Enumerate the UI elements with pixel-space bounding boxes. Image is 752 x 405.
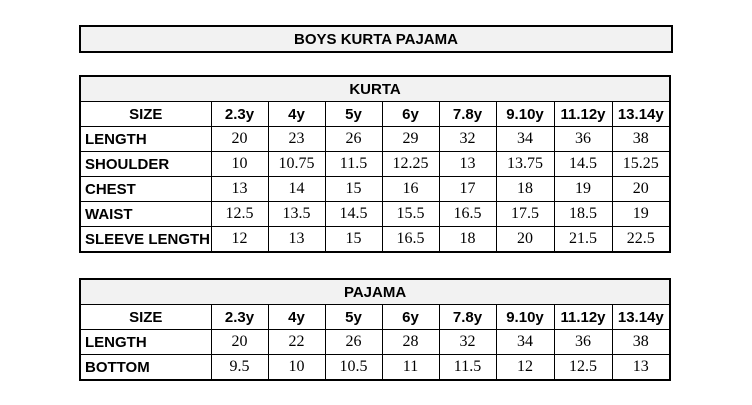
measurement-cell: 15.5 (381, 201, 440, 227)
row-label: SLEEVE LENGTH (79, 226, 212, 253)
row-label: CHEST (79, 176, 212, 202)
measurement-cell: 26 (324, 126, 383, 152)
size-header-cell: 6y (381, 304, 440, 330)
size-header-cell: 9.10y (495, 304, 555, 330)
measurement-cell: 9.5 (210, 354, 269, 381)
measurement-cell: 22.5 (611, 226, 671, 253)
table-row: WAIST 12.5 13.5 14.5 15.5 16.5 17.5 18.5 19 (79, 201, 671, 227)
measurement-cell: 17.5 (495, 201, 555, 227)
pajama-heading: PAJAMA (79, 278, 671, 305)
measurement-cell: 11.5 (438, 354, 497, 381)
size-header-cell: 4y (267, 101, 326, 127)
measurement-cell: 21.5 (553, 226, 613, 253)
measurement-cell: 12.5 (553, 354, 613, 381)
measurement-cell: 12 (210, 226, 269, 253)
size-header-cell: 7.8y (438, 304, 497, 330)
measurement-cell: 34 (495, 329, 555, 355)
measurement-cell: 12 (495, 354, 555, 381)
size-header-cell: 6y (381, 101, 440, 127)
measurement-cell: 36 (553, 126, 613, 152)
table-row: LENGTH 20 23 26 29 32 34 36 38 (79, 126, 671, 152)
table-row: CHEST 13 14 15 16 17 18 19 20 (79, 176, 671, 202)
size-header-cell: 5y (324, 304, 383, 330)
measurement-cell: 15 (324, 176, 383, 202)
row-label: SHOULDER (79, 151, 212, 177)
size-header-cell: 2.3y (210, 304, 269, 330)
size-header-cell: 11.12y (553, 304, 613, 330)
measurement-cell: 10 (210, 151, 269, 177)
measurement-cell: 18.5 (553, 201, 613, 227)
measurement-cell: 26 (324, 329, 383, 355)
table-row: SLEEVE LENGTH 12 13 15 16.5 18 20 21.5 22.5 (79, 226, 671, 253)
row-label: LENGTH (79, 126, 212, 152)
measurement-cell: 20 (210, 329, 269, 355)
measurement-cell: 32 (438, 126, 497, 152)
measurement-cell: 17 (438, 176, 497, 202)
kurta-heading-row: KURTA (79, 75, 671, 102)
measurement-cell: 11 (381, 354, 440, 381)
table-row: BOTTOM 9.5 10 10.5 11 11.5 12 12.5 13 (79, 354, 671, 381)
page-title: BOYS KURTA PAJAMA (79, 25, 673, 53)
row-label: WAIST (79, 201, 212, 227)
measurement-cell: 10.5 (324, 354, 383, 381)
pajama-size-header-row: SIZE 2.3y 4y 5y 6y 7.8y 9.10y 11.12y 13.14y (79, 304, 671, 330)
measurement-cell: 28 (381, 329, 440, 355)
size-header-cell: 9.10y (495, 101, 555, 127)
size-header-cell: 7.8y (438, 101, 497, 127)
measurement-cell: 16.5 (438, 201, 497, 227)
measurement-cell: 14.5 (324, 201, 383, 227)
measurement-cell: 14.5 (553, 151, 613, 177)
measurement-cell: 13.5 (267, 201, 326, 227)
measurement-cell: 20 (495, 226, 555, 253)
measurement-cell: 19 (611, 201, 671, 227)
measurement-cell: 13 (611, 354, 671, 381)
size-header-cell: 4y (267, 304, 326, 330)
table-row: LENGTH 20 22 26 28 32 34 36 38 (79, 329, 671, 355)
measurement-cell: 15 (324, 226, 383, 253)
measurement-cell: 13 (438, 151, 497, 177)
size-header-cell: 13.14y (611, 101, 671, 127)
kurta-heading: KURTA (79, 75, 671, 102)
measurement-cell: 22 (267, 329, 326, 355)
table-row: SHOULDER 10 10.75 11.5 12.25 13 13.75 14.5 15.25 (79, 151, 671, 177)
measurement-cell: 23 (267, 126, 326, 152)
size-header-cell: 11.12y (553, 101, 613, 127)
measurement-cell: 36 (553, 329, 613, 355)
measurement-cell: 14 (267, 176, 326, 202)
size-label: SIZE (79, 304, 212, 330)
kurta-size-table: KURTA SIZE 2.3y 4y 5y 6y 7.8y 9.10y 11.12y 13.14y… (79, 75, 672, 253)
measurement-cell: 38 (611, 126, 671, 152)
measurement-cell: 12.25 (381, 151, 440, 177)
measurement-cell: 38 (611, 329, 671, 355)
measurement-cell: 20 (611, 176, 671, 202)
measurement-cell: 13 (267, 226, 326, 253)
measurement-cell: 29 (381, 126, 440, 152)
kurta-size-header-row: SIZE 2.3y 4y 5y 6y 7.8y 9.10y 11.12y 13.14y (79, 101, 671, 127)
pajama-heading-row: PAJAMA (79, 278, 671, 305)
size-header-cell: 2.3y (210, 101, 269, 127)
measurement-cell: 18 (495, 176, 555, 202)
row-label: BOTTOM (79, 354, 212, 381)
measurement-cell: 16.5 (381, 226, 440, 253)
measurement-cell: 15.25 (611, 151, 671, 177)
size-header-cell: 13.14y (611, 304, 671, 330)
measurement-cell: 16 (381, 176, 440, 202)
size-header-cell: 5y (324, 101, 383, 127)
measurement-cell: 10 (267, 354, 326, 381)
measurement-cell: 18 (438, 226, 497, 253)
measurement-cell: 12.5 (210, 201, 269, 227)
measurement-cell: 34 (495, 126, 555, 152)
measurement-cell: 19 (553, 176, 613, 202)
measurement-cell: 13.75 (495, 151, 555, 177)
measurement-cell: 13 (210, 176, 269, 202)
measurement-cell: 32 (438, 329, 497, 355)
measurement-cell: 10.75 (267, 151, 326, 177)
measurement-cell: 20 (210, 126, 269, 152)
pajama-size-table: PAJAMA SIZE 2.3y 4y 5y 6y 7.8y 9.10y 11.12y 13.14… (79, 278, 672, 381)
row-label: LENGTH (79, 329, 212, 355)
measurement-cell: 11.5 (324, 151, 383, 177)
size-label: SIZE (79, 101, 212, 127)
